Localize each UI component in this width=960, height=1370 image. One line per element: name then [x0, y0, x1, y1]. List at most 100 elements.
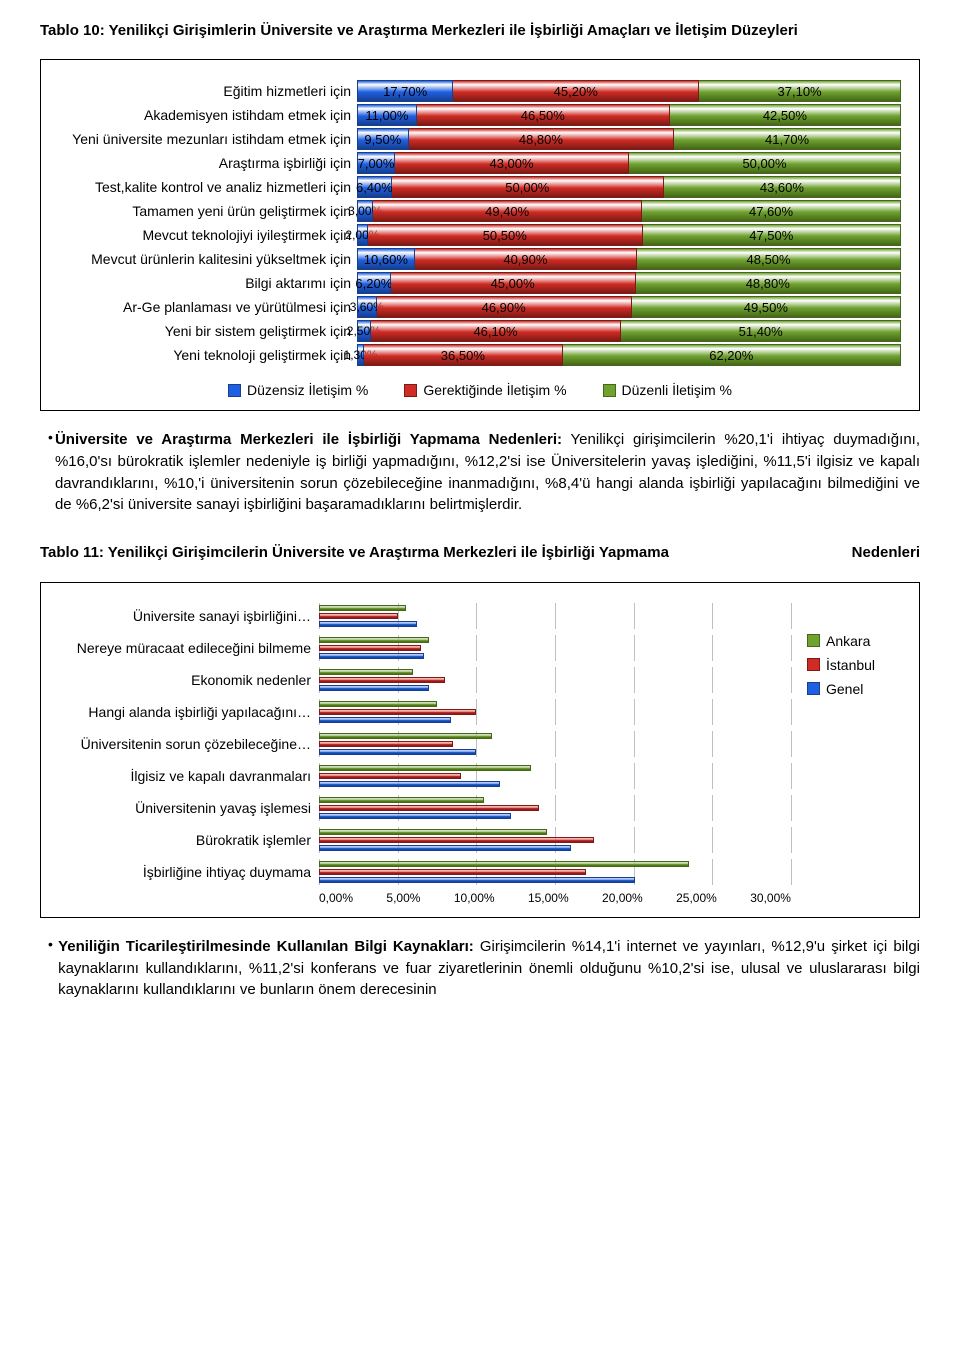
chart10-segment: 2,00%	[357, 224, 368, 246]
chart11-row-label: Nereye müracaat edileceğini bilmeme	[59, 640, 319, 656]
chart10-segment: 37,10%	[699, 80, 901, 102]
chart10-segment: 50,00%	[629, 152, 901, 174]
chart11-bar	[319, 837, 594, 843]
chart10-row-label: Yeni teknoloji geliştirmek için	[59, 347, 357, 363]
chart10-segment: 36,50%	[364, 344, 563, 366]
chart11-bar	[319, 709, 476, 715]
chart10-row-label: Eğitim hizmetleri için	[59, 83, 357, 99]
legend-label: Düzensiz İletişim %	[247, 382, 368, 398]
chart10-segment: 10,60%	[357, 248, 415, 270]
axis-tick-label: 5,00%	[386, 891, 420, 905]
chart10-segment: 49,40%	[373, 200, 642, 222]
para1-lead: Üniversite ve Araştırma Merkezleri ile İ…	[55, 431, 562, 448]
chart10-segment: 51,40%	[621, 320, 901, 342]
chart11-row: Bürokratik işlemler	[59, 827, 791, 853]
bullet-icon: •	[40, 429, 55, 532]
chart10-row-label: Mevcut ürünlerin kalitesini yükseltmek i…	[59, 251, 357, 267]
chart10-segment: 6,40%	[357, 176, 392, 198]
legend-swatch-green	[603, 384, 616, 397]
chart11-bar	[319, 645, 421, 651]
chart10-segment: 3,00%	[357, 200, 373, 222]
chart10-segment: 47,60%	[642, 200, 901, 222]
chart11-bar	[319, 685, 429, 691]
chart10-row-label: Bilgi aktarımı için	[59, 275, 357, 291]
chart10-row-label: Tamamen yeni ürün geliştirmek için	[59, 203, 357, 219]
axis-tick-label: 10,00%	[454, 891, 495, 905]
title11-main: Tablo 11: Yenilikçi Girişimcilerin Ünive…	[40, 542, 844, 564]
axis-tick-label: 0,00%	[319, 891, 353, 905]
axis-tick-label: 20,00%	[602, 891, 643, 905]
chart11-bar	[319, 717, 451, 723]
legend-label: Genel	[826, 681, 863, 697]
chart11-row-label: Üniversitenin sorun çözebileceğine…	[59, 736, 319, 752]
chart10-segment: 1,30%	[357, 344, 364, 366]
chart10-segment: 7,00%	[357, 152, 395, 174]
table10-title: Tablo 10: Yenilikçi Girişimlerin Ünivers…	[40, 20, 920, 41]
legend-label: Düzenli İletişim %	[622, 382, 732, 398]
chart11-bar	[319, 765, 531, 771]
table11-title: Tablo 11: Yenilikçi Girişimcilerin Ünive…	[40, 542, 920, 564]
chart10-legend: Düzensiz İletişim % Gerektiğinde İletişi…	[59, 382, 901, 398]
chart10-row-label: Akademisyen istihdam etmek için	[59, 107, 357, 123]
legend-item-gerektiginde: Gerektiğinde İletişim %	[404, 382, 566, 398]
chart10-segment: 17,70%	[357, 80, 453, 102]
chart11-axis: 0,00%5,00%10,00%15,00%20,00%25,00%30,00%	[59, 891, 791, 905]
chart10-row-label: Yeni üniversite mezunları istihdam etmek…	[59, 131, 357, 147]
chart11-bar	[319, 701, 437, 707]
chart11-row-label: İşbirliğine ihtiyaç duymama	[59, 864, 319, 880]
chart10-row: Tamamen yeni ürün geliştirmek için3,00%4…	[59, 200, 901, 222]
legend-item-istanbul: İstanbul	[807, 657, 901, 673]
chart11-row: İşbirliğine ihtiyaç duymama	[59, 859, 791, 885]
chart11-bar	[319, 813, 511, 819]
chart11-bar	[319, 845, 571, 851]
chart10-segment: 46,50%	[417, 104, 670, 126]
chart10-row: Bilgi aktarımı için6,20%45,00%48,80%	[59, 272, 901, 294]
chart11-bar	[319, 781, 500, 787]
legend-item-duzenli: Düzenli İletişim %	[603, 382, 732, 398]
chart10-frame: Eğitim hizmetleri için17,70%45,20%37,10%…	[40, 59, 920, 411]
chart10-row: Mevcut teknolojiyi iyileştirmek için2,00…	[59, 224, 901, 246]
chart11-row-label: Bürokratik işlemler	[59, 832, 319, 848]
axis-tick-label: 30,00%	[750, 891, 791, 905]
chart11-row: Nereye müracaat edileceğini bilmeme	[59, 635, 791, 661]
chart10-row: Yeni üniversite mezunları istihdam etmek…	[59, 128, 901, 150]
legend-swatch-blue	[807, 682, 820, 695]
chart10-row: Yeni teknoloji geliştirmek için1,30%36,5…	[59, 344, 901, 366]
legend-item-genel: Genel	[807, 681, 901, 697]
chart11-frame: Üniversite sanayi işbirliğini… Nereye mür…	[40, 582, 920, 918]
chart11-row: Üniversitenin sorun çözebileceğine…	[59, 731, 791, 757]
chart10-row-label: Ar-Ge planlaması ve yürütülmesi için	[59, 299, 357, 315]
chart11-row-label: Üniversitenin yavaş işlemesi	[59, 800, 319, 816]
chart11-row: Ekonomik nedenler	[59, 667, 791, 693]
chart10-segment: 43,00%	[395, 152, 629, 174]
chart10-row-label: Mevcut teknolojiyi iyileştirmek için	[59, 227, 357, 243]
paragraph1: • Üniversite ve Araştırma Merkezleri ile…	[40, 429, 920, 532]
chart10-segment: 50,50%	[368, 224, 643, 246]
chart11-bar	[319, 621, 417, 627]
chart11: Üniversite sanayi işbirliğini… Nereye mür…	[59, 603, 791, 885]
chart10-row: Test,kalite kontrol ve analiz hizmetleri…	[59, 176, 901, 198]
chart10-row: Akademisyen istihdam etmek için11,00%46,…	[59, 104, 901, 126]
chart11-bar	[319, 605, 406, 611]
chart10-segment: 45,20%	[453, 80, 699, 102]
legend-label: Gerektiğinde İletişim %	[423, 382, 566, 398]
chart11-bar	[319, 877, 635, 883]
chart10-row-label: Yeni bir sistem geliştirmek için	[59, 323, 357, 339]
chart10-row-label: Araştırma işbirliği için	[59, 155, 357, 171]
chart11-bar	[319, 637, 429, 643]
legend-swatch-red	[807, 658, 820, 671]
title11-right: Nedenleri	[844, 542, 920, 564]
chart11-legend: Ankara İstanbul Genel	[791, 603, 901, 905]
chart11-row-label: İlgisiz ve kapalı davranmaları	[59, 768, 319, 784]
bullet-icon: •	[40, 936, 58, 1001]
chart10-segment: 2,50%	[357, 320, 371, 342]
chart11-row: Hangi alanda işbirliği yapılacağını…	[59, 699, 791, 725]
chart11-bar	[319, 677, 445, 683]
chart10-row-label: Test,kalite kontrol ve analiz hizmetleri…	[59, 179, 357, 195]
legend-swatch-green	[807, 634, 820, 647]
chart10-row: Araştırma işbirliği için7,00%43,00%50,00…	[59, 152, 901, 174]
legend-swatch-blue	[228, 384, 241, 397]
chart11-row: Üniversite sanayi işbirliğini…	[59, 603, 791, 629]
chart10-segment: 49,50%	[632, 296, 901, 318]
legend-swatch-red	[404, 384, 417, 397]
